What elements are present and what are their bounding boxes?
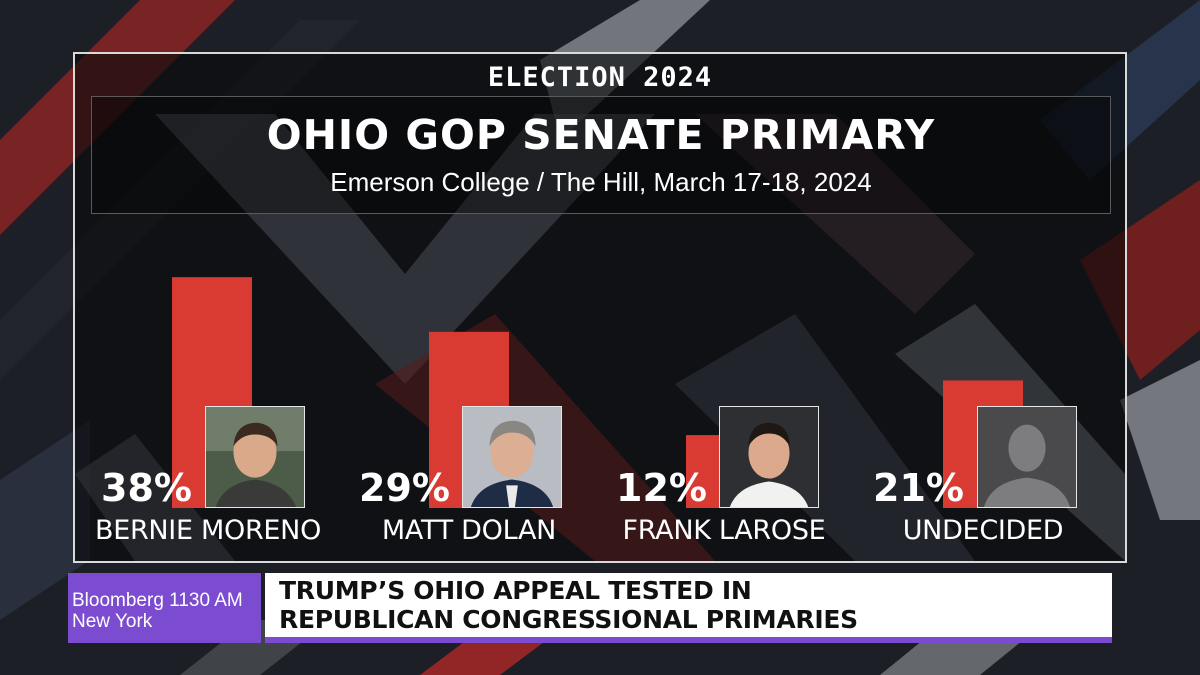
undecided-placeholder xyxy=(977,406,1077,508)
title-box: OHIO GOP SENATE PRIMARY Emerson College … xyxy=(91,96,1111,214)
chart-title: OHIO GOP SENATE PRIMARY xyxy=(266,111,936,159)
bar-value-label: 29% xyxy=(359,466,450,510)
headline-rule xyxy=(265,637,1112,643)
chart-subtitle: Emerson College / The Hill, March 17-18,… xyxy=(330,167,872,197)
category-label: UNDECIDED xyxy=(902,515,1064,546)
candidate-photo xyxy=(719,406,819,508)
candidate-photo xyxy=(205,406,305,508)
person-portrait-icon xyxy=(206,407,304,507)
headline-line: TRUMP’S OHIO APPEAL TESTED IN xyxy=(279,576,752,605)
category-label: MATT DOLAN xyxy=(381,515,557,546)
bar-value-label: 21% xyxy=(873,466,964,510)
kicker-label: ELECTION 2024 xyxy=(487,62,713,93)
silhouette-icon xyxy=(978,407,1076,507)
person-portrait-icon xyxy=(720,407,818,507)
lower-third: Bloomberg 1130 AM New York TRUMP’S OHIO … xyxy=(68,573,1112,643)
station-name: Bloomberg 1130 AM xyxy=(72,590,243,611)
station-badge: Bloomberg 1130 AM New York xyxy=(68,573,261,643)
headline-box: TRUMP’S OHIO APPEAL TESTED IN REPUBLICAN… xyxy=(265,573,1112,637)
person-portrait-icon xyxy=(463,407,561,507)
bar-value-label: 12% xyxy=(616,466,707,510)
category-label: BERNIE MORENO xyxy=(94,515,322,546)
bar-value-label: 38% xyxy=(101,466,192,510)
category-label: FRANK LAROSE xyxy=(622,515,826,546)
headline-line: REPUBLICAN CONGRESSIONAL PRIMARIES xyxy=(279,605,858,634)
station-city: New York xyxy=(72,611,153,632)
candidate-photo xyxy=(462,406,562,508)
